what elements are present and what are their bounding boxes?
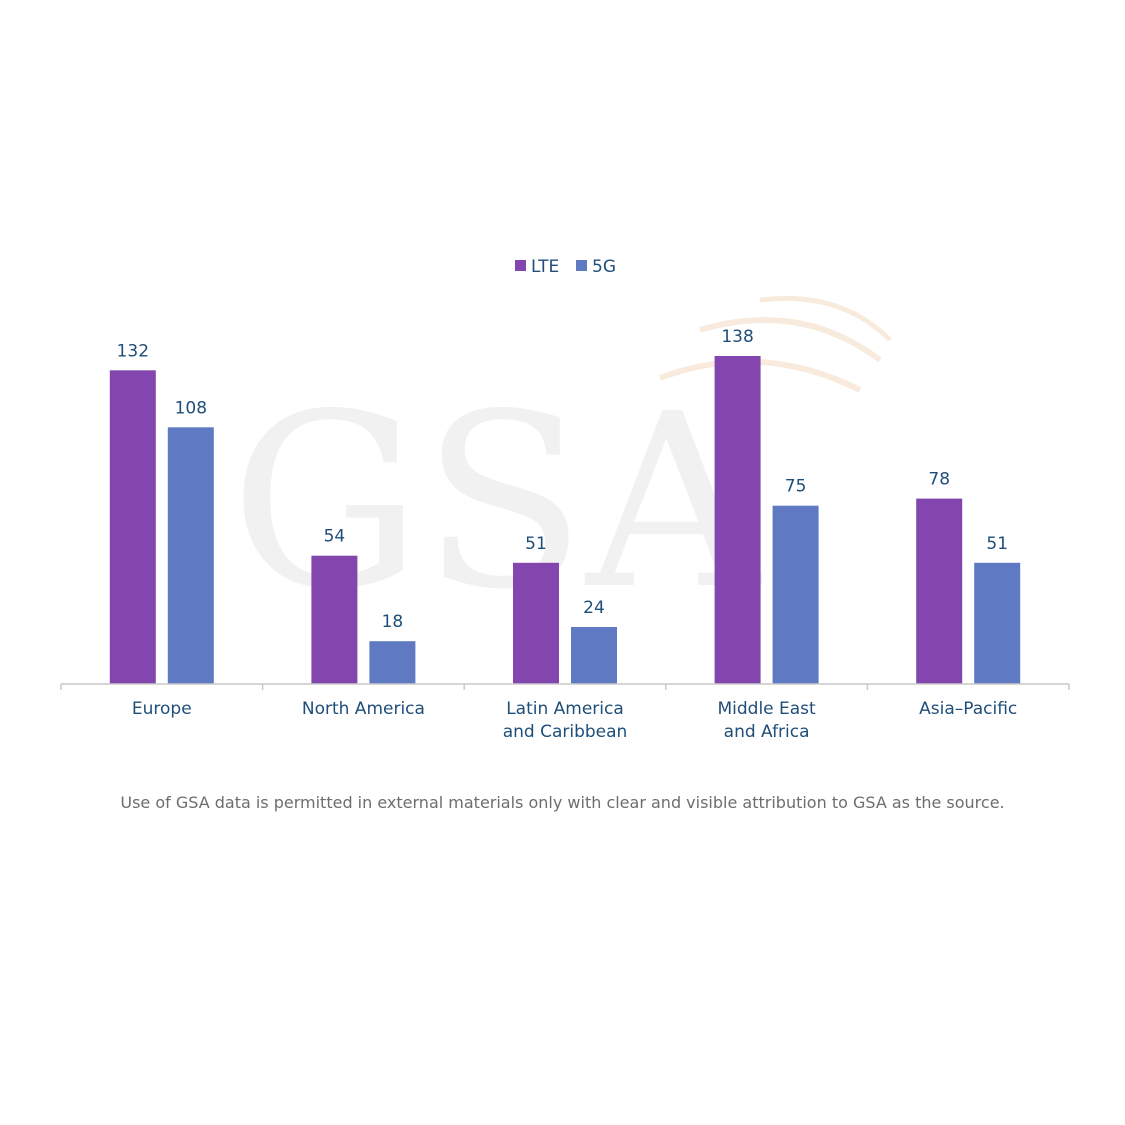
source-footnote: Use of GSA data is permitted in external… [120, 793, 1005, 812]
bar-lte-1 [109, 370, 156, 684]
value-label-lte-2: 54 [324, 527, 346, 547]
legend-swatch-5g [576, 260, 587, 271]
value-label-lte-5: 78 [928, 470, 950, 490]
gsa-watermark-text: GSA [230, 362, 762, 642]
category-labels: Europe North America Latin America and Cari… [132, 699, 1017, 742]
category-label-4: Middle East and Africa [717, 699, 816, 742]
bar-lte-2 [311, 555, 358, 684]
category-label-3: Latin America and Caribbean [503, 699, 628, 742]
bars [109, 356, 1021, 684]
legend-label-lte: LTE [531, 257, 559, 277]
category-label-5: Asia–Pacific [919, 699, 1017, 719]
value-label-5g-1: 108 [175, 398, 207, 418]
value-label-lte-1: 132 [117, 341, 149, 361]
value-label-5g-3: 24 [583, 598, 605, 618]
value-labels: 132 108 54 18 51 24 138 75 78 51 [117, 327, 1008, 632]
legend-swatch-lte [515, 260, 526, 271]
bar-5g-3 [571, 627, 617, 684]
x-axis-ticks [60, 684, 1070, 690]
legend: LTE 5G [515, 257, 616, 277]
bar-5g-1 [167, 427, 214, 684]
value-label-5g-4: 75 [785, 477, 807, 497]
bar-lte-5 [916, 498, 963, 684]
bar-lte-4 [714, 356, 761, 684]
value-label-lte-4: 138 [721, 327, 753, 347]
bar-5g-2 [369, 641, 416, 684]
category-label-2: North America [302, 699, 425, 719]
category-label-1: Europe [132, 699, 192, 719]
value-label-lte-3: 51 [525, 534, 547, 554]
bar-lte-3 [513, 562, 559, 684]
legend-label-5g: 5G [592, 257, 616, 277]
bar-5g-5 [974, 562, 1021, 684]
value-label-5g-2: 18 [382, 612, 404, 632]
value-label-5g-5: 51 [986, 534, 1008, 554]
bar-5g-4 [772, 505, 819, 684]
